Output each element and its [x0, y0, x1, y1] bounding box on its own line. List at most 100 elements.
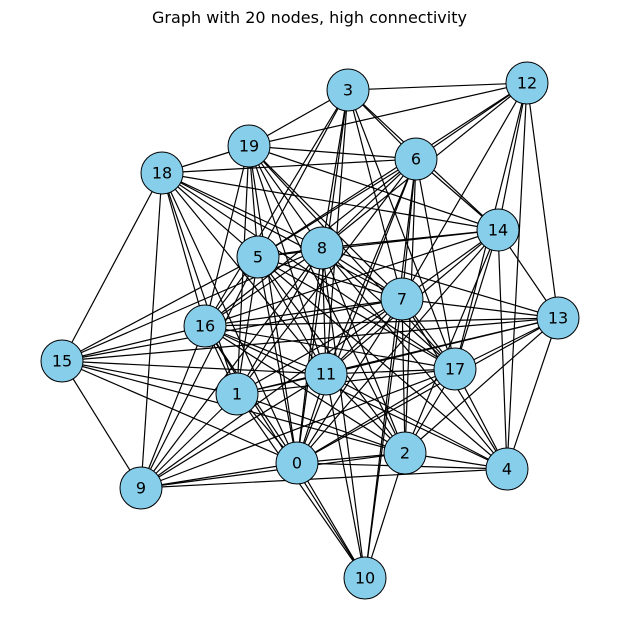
- node-circle: [326, 68, 370, 112]
- node-circle: [300, 226, 344, 270]
- node-9: 9: [119, 466, 163, 510]
- node-13: 13: [536, 296, 580, 340]
- edge-13-0: [296, 317, 559, 464]
- edge-18-9: [140, 172, 163, 489]
- node-label: 9: [136, 479, 146, 498]
- node-label: 16: [195, 317, 215, 336]
- edge-6-8: [321, 158, 417, 249]
- edge-3-11: [325, 89, 349, 375]
- node-label: 1: [232, 385, 242, 404]
- edge-3-8: [321, 89, 349, 249]
- node-label: 5: [253, 248, 263, 267]
- node-label: 8: [317, 239, 327, 258]
- node-10: 10: [343, 556, 387, 600]
- edge-14-2: [404, 229, 499, 454]
- edge-16-4: [204, 325, 508, 470]
- node-6: 6: [394, 137, 438, 181]
- edge-3-5: [257, 89, 349, 258]
- edge-7-13: [401, 298, 559, 319]
- node-label: 15: [52, 352, 72, 371]
- node-label: 4: [502, 460, 512, 479]
- edge-7-15: [61, 298, 403, 362]
- node-label: 19: [239, 137, 259, 156]
- edge-15-11: [61, 360, 327, 375]
- node-circle: [433, 347, 477, 391]
- edge-2-10: [364, 452, 406, 579]
- node-circle: [183, 304, 227, 348]
- edge-12-4: [506, 82, 528, 470]
- edge-0-10: [296, 462, 366, 579]
- edge-1-10: [236, 393, 366, 579]
- edge-1-9: [140, 393, 238, 489]
- node-11: 11: [304, 352, 348, 396]
- edge-7-16: [204, 298, 403, 327]
- edge-5-9: [140, 256, 259, 489]
- node-label: 10: [355, 569, 375, 588]
- edge-18-16: [161, 172, 206, 327]
- node-16: 16: [183, 304, 227, 348]
- node-label: 17: [445, 360, 465, 379]
- edge-12-14: [497, 82, 528, 231]
- node-circle: [476, 208, 520, 252]
- edge-8-13: [321, 247, 559, 319]
- edge-8-4: [321, 247, 508, 470]
- edge-12-13: [526, 82, 559, 319]
- node-label: 12: [517, 74, 537, 93]
- node-circle: [343, 556, 387, 600]
- edge-17-0: [296, 368, 456, 464]
- node-circle: [394, 137, 438, 181]
- node-circle: [380, 277, 424, 321]
- node-circle: [485, 447, 529, 491]
- edge-13-1: [236, 317, 559, 395]
- edge-9-4: [140, 468, 508, 489]
- node-circle: [236, 235, 280, 279]
- node-1: 1: [215, 372, 259, 416]
- edge-18-14: [161, 172, 499, 231]
- node-circle: [119, 466, 163, 510]
- edge-13-15: [61, 317, 559, 362]
- edge-11-9: [140, 373, 327, 489]
- edge-13-4: [506, 317, 559, 470]
- edge-13-2: [404, 317, 559, 454]
- edge-5-4: [257, 256, 508, 470]
- edge-12-19: [248, 82, 528, 147]
- node-4: 4: [485, 447, 529, 491]
- edge-16-15: [61, 325, 206, 362]
- node-12: 12: [505, 61, 549, 105]
- edge-15-9: [61, 360, 142, 489]
- edge-1-2: [236, 393, 406, 454]
- node-circle: [227, 124, 271, 168]
- edge-7-10: [364, 298, 403, 579]
- edge-16-11: [204, 325, 327, 375]
- node-label: 2: [400, 444, 410, 463]
- edge-8-2: [321, 247, 406, 454]
- page-title: Graph with 20 nodes, high connectivity: [152, 8, 467, 27]
- node-label: 3: [343, 81, 353, 100]
- edge-12-7: [401, 82, 528, 300]
- node-0: 0: [275, 441, 319, 485]
- edge-19-6: [248, 145, 417, 160]
- node-label: 6: [411, 150, 421, 169]
- edge-18-6: [161, 158, 417, 174]
- edge-0-9: [140, 462, 298, 489]
- edge-2-9: [140, 452, 406, 489]
- edge-15-1: [61, 360, 238, 395]
- edge-5-15: [61, 256, 259, 362]
- edge-18-8: [161, 172, 323, 249]
- node-19: 19: [227, 124, 271, 168]
- edges-layer: [61, 82, 559, 579]
- edge-6-11: [325, 158, 417, 375]
- node-14: 14: [476, 208, 520, 252]
- node-label: 18: [152, 164, 172, 183]
- edge-14-17: [454, 229, 499, 370]
- edge-5-7: [257, 256, 403, 300]
- node-5: 5: [236, 235, 280, 279]
- edge-8-16: [204, 247, 323, 327]
- node-circle: [275, 441, 319, 485]
- edge-11-4: [325, 373, 508, 470]
- edge-7-2: [401, 298, 406, 454]
- edge-16-2: [204, 325, 406, 454]
- edge-6-0: [296, 158, 417, 464]
- edge-16-9: [140, 325, 206, 489]
